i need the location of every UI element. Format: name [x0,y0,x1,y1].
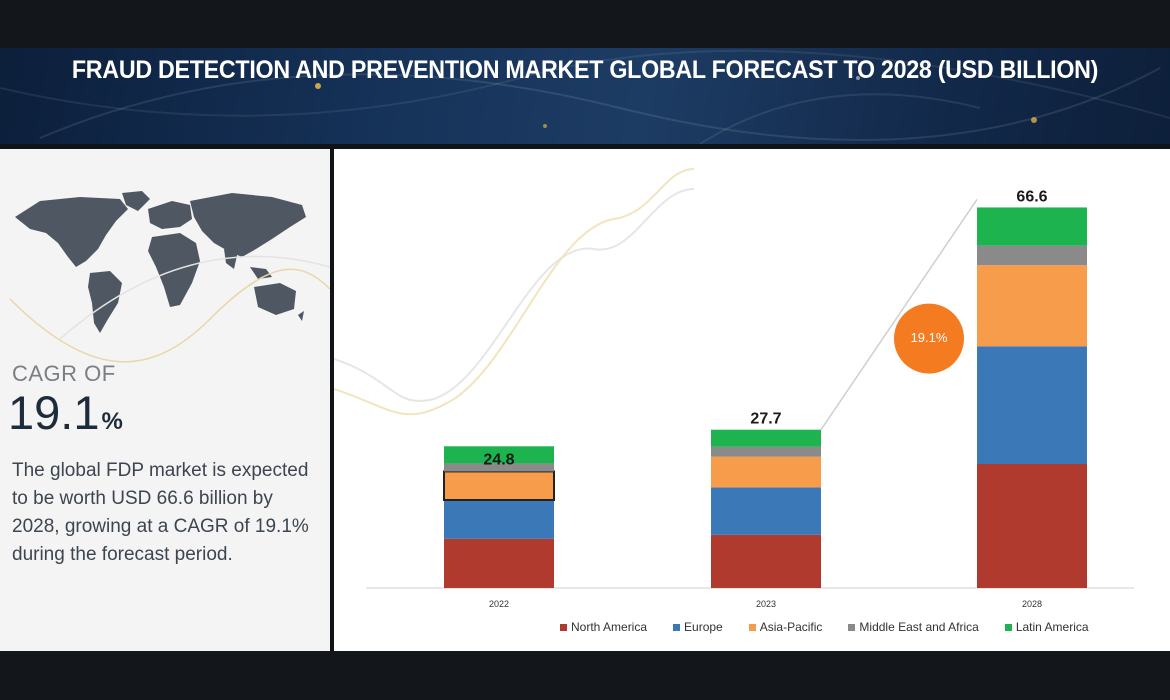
legend-swatch [560,623,567,631]
bar-2022-europe [444,500,554,539]
total-label-2028: 66.6 [1016,188,1047,205]
stacked-bar-chart: 24.8 2022 27.7 2023 66.6 2028 19.1% [334,168,1134,609]
cagr-bubble-label: 19.1% [911,330,948,345]
banner-network-decoration [0,49,1170,144]
market-description: The global FDP market is expected to be … [12,460,309,565]
total-label-2022: 24.8 [483,451,514,468]
legend-item-north-america: North America [560,620,647,634]
cagr-value: 19.1% [8,385,123,440]
bar-2022-latin-america [444,446,554,464]
legend-item-europe: Europe [673,620,723,634]
legend-swatch [848,623,856,631]
cagr-number: 19.1 [8,386,100,439]
cagr-unit: % [101,408,123,435]
cagr-bubble [894,303,964,374]
top-band [0,0,1170,48]
title-banner: FRAUD DETECTION AND PREVENTION MARKET GL… [0,48,1170,144]
x-tick-label-2023: 2023 [756,599,776,609]
legend-item-latin-america: Latin America [1004,620,1089,634]
bar-2028-north-america [977,464,1087,588]
page-title: FRAUD DETECTION AND PREVENTION MARKET GL… [71,56,1099,84]
cagr-trend-line [820,199,978,431]
legend-swatch [673,623,681,631]
legend-item-middle-east-and-africa: Middle East and Africa [848,620,979,634]
bar-2023-latin-america [711,429,821,447]
legend-swatch [748,623,756,631]
bar-2023-asia-pacific [711,456,821,488]
chart-legend: North America Europe Asia-Pacific Middle Ea… [560,620,1089,634]
legend-swatch [1004,623,1012,631]
bar-2028-europe [977,346,1087,464]
decorative-curves [9,255,330,363]
legend-label: Latin America [1015,620,1089,634]
summary-panel: CAGR OF 19.1% The global FDP market is e… [0,149,330,651]
bar-2022-middle-east-and-africa [444,463,554,472]
bar-2028-asia-pacific [977,265,1087,347]
world-map-icon [15,191,306,333]
bar-2028-middle-east-and-africa [977,245,1087,266]
legend-label: North America [571,620,648,634]
legend-label: Asia-Pacific [759,620,823,634]
legend-label: Middle East and Africa [859,620,979,634]
cagr-label: CAGR OF [12,361,116,386]
bottom-band [0,651,1170,700]
labels-group: 24.8 2022 27.7 2023 66.6 2028 [483,188,1047,609]
legend-label: Europe [684,620,723,634]
total-label-2023: 27.7 [750,411,781,428]
bars-group [443,207,1087,588]
bar-2022-asia-pacific [443,470,555,501]
cagr-annotation: 19.1% [820,199,978,431]
bar-2022-north-america [444,538,554,588]
x-tick-label-2028: 2028 [1022,599,1042,609]
bar-2023-europe [711,487,821,535]
chart-decoration [334,168,695,416]
x-tick-label-2022: 2022 [489,599,509,609]
legend-item-asia-pacific: Asia-Pacific [748,620,823,634]
bar-2023-north-america [711,534,821,588]
bar-2023-middle-east-and-africa [711,446,821,457]
bar-2028-latin-america [977,207,1087,246]
